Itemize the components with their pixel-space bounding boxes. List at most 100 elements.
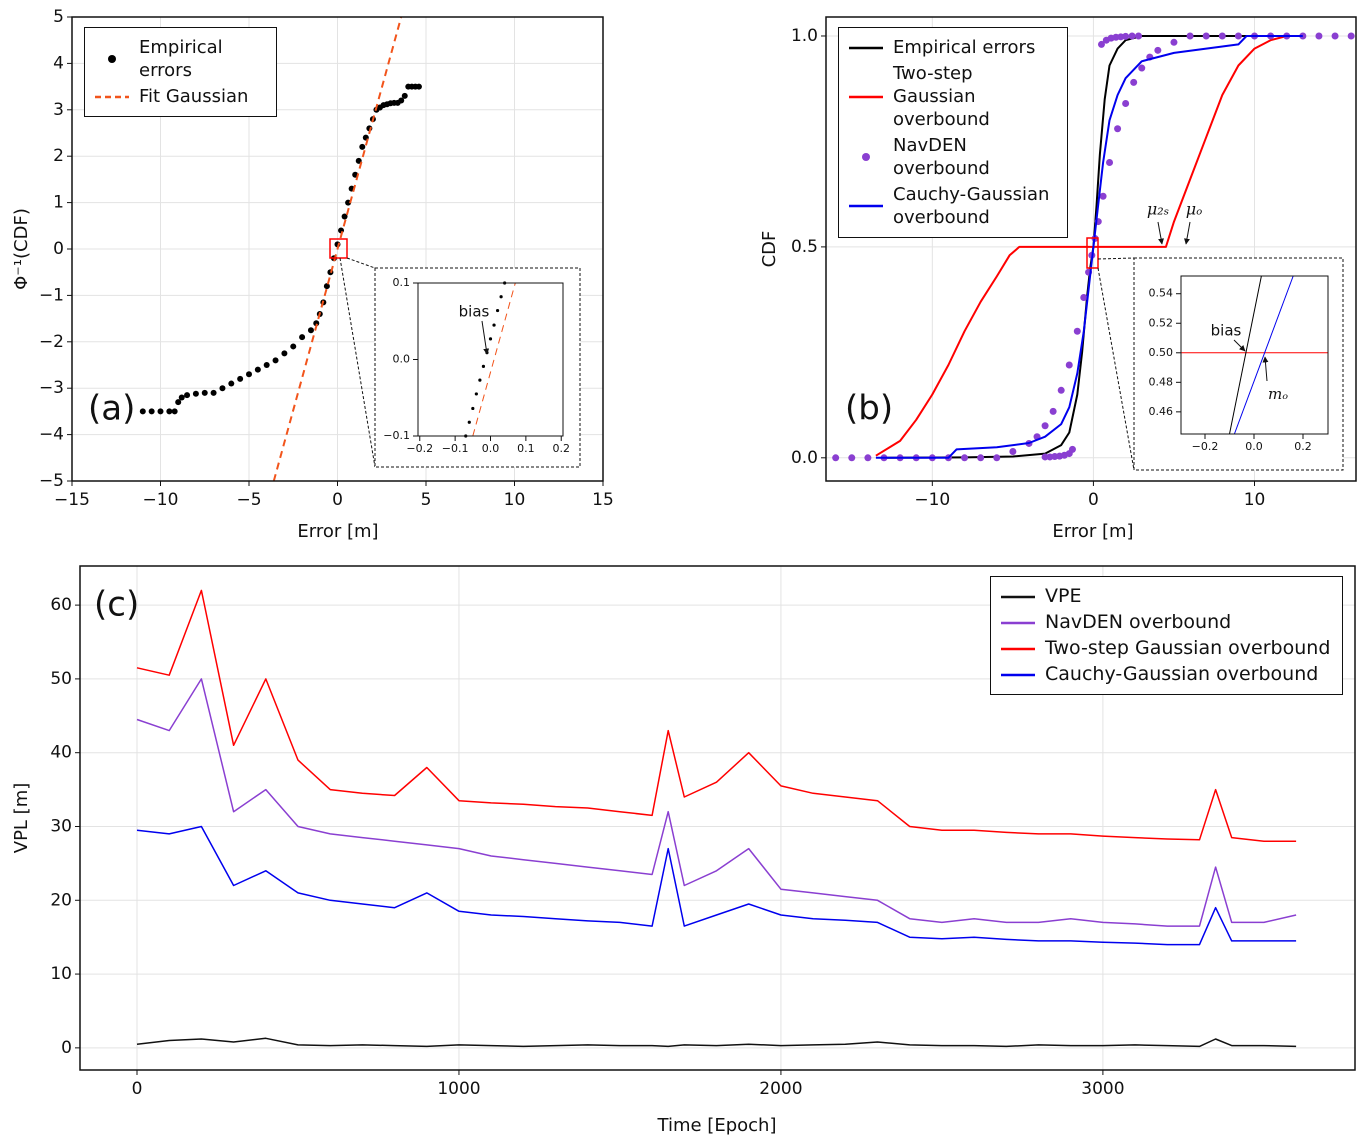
plot-frame <box>825 16 1357 482</box>
panel-label: (b) <box>845 389 893 429</box>
data-point <box>355 157 362 164</box>
x-tick-label: 15 <box>592 490 614 510</box>
data-point <box>1122 99 1130 107</box>
y-tick-label: 0.0 <box>393 353 411 366</box>
data-point <box>184 392 191 399</box>
data-point <box>246 371 252 378</box>
data-point <box>471 406 475 411</box>
data-point <box>993 454 1001 462</box>
y-tick-label: −2 <box>39 332 64 352</box>
x-tick-label: −5 <box>236 490 261 510</box>
data-point <box>492 323 496 327</box>
y-tick-label: 50 <box>50 669 72 689</box>
y-tick-label: 0.46 <box>1149 405 1174 418</box>
data-point <box>864 454 872 462</box>
legend: Empirical errors Fit Gaussian <box>84 27 277 117</box>
legend-entry: Two-step Gaussian overbound <box>999 637 1334 660</box>
data-point <box>1122 32 1130 40</box>
data-point <box>474 392 478 396</box>
data-point <box>415 83 422 90</box>
data-point <box>157 408 164 415</box>
data-point <box>1009 447 1017 455</box>
data-point <box>219 385 226 392</box>
legend-label: Empirical errors <box>139 37 223 81</box>
data-point <box>1130 78 1138 86</box>
data-point <box>1065 361 1073 369</box>
x-axis-label: Error [m] <box>1052 521 1133 542</box>
data-point <box>281 350 288 357</box>
connector <box>339 257 376 468</box>
plot-background <box>418 283 563 436</box>
y-tick-label: 0.48 <box>1149 375 1174 388</box>
data-point <box>1073 327 1081 335</box>
legend-label: Cauchy-Gaussian overbound <box>1045 663 1319 685</box>
data-point <box>290 343 297 350</box>
data-point <box>977 454 985 462</box>
data-point <box>1041 453 1049 461</box>
legend-label: Two-step Gaussian overbound <box>893 63 990 130</box>
x-tick-label: 10 <box>1244 490 1266 510</box>
data-point <box>237 375 244 382</box>
data-point <box>341 213 348 220</box>
x-tick-label: 2000 <box>759 1079 802 1099</box>
y-tick-label: 2 <box>53 146 64 166</box>
y-tick-label: 0.52 <box>1149 316 1174 329</box>
y-tick-label: 0 <box>61 1038 72 1058</box>
legend-marker <box>849 95 883 98</box>
legend-label: NavDEN overbound <box>893 135 990 179</box>
legend-entry: Cauchy-Gaussian overbound <box>847 183 1059 229</box>
data-point <box>1202 32 1210 40</box>
y-tick-label: 20 <box>50 890 72 910</box>
data-point <box>398 97 405 104</box>
data-point <box>1234 32 1242 40</box>
annotation-arrow <box>481 320 490 355</box>
annotation: bias <box>459 303 490 321</box>
annotation: μₒ <box>1186 200 1203 219</box>
data-point <box>359 143 366 150</box>
legend-entry: Two-step Gaussian overbound <box>847 62 1059 131</box>
legend-label: Fit Gaussian <box>139 86 249 107</box>
data-line <box>136 825 1297 946</box>
x-tick-label: −15 <box>54 490 90 510</box>
data-line <box>136 1037 1297 1048</box>
y-tick-label: 40 <box>50 743 72 763</box>
panel-label: (a) <box>88 389 135 429</box>
legend-marker <box>1001 621 1035 624</box>
x-tick-label: −10 <box>914 490 950 510</box>
y-tick-label: 3 <box>53 100 64 120</box>
data-point <box>175 399 182 406</box>
y-tick-label: −1 <box>39 285 64 305</box>
data-line <box>136 678 1297 927</box>
legend: VPE NavDEN overbound Two-step Gaussian ove… <box>990 576 1343 695</box>
x-tick-label: −10 <box>143 490 179 510</box>
x-tick-label: 0.1 <box>517 442 535 455</box>
data-point <box>323 283 330 290</box>
data-point <box>201 389 208 396</box>
y-tick-label: 60 <box>50 595 72 615</box>
x-tick-label: 0 <box>332 490 343 510</box>
legend-marker <box>862 153 870 161</box>
data-line <box>136 589 1297 842</box>
data-point <box>1099 192 1107 200</box>
annotation-arrow <box>1262 356 1269 382</box>
data-point <box>166 408 173 415</box>
data-point <box>1049 407 1057 415</box>
x-tick-label: 1000 <box>437 1079 480 1099</box>
data-point <box>299 334 306 341</box>
data-point <box>1218 32 1226 40</box>
data-point <box>171 408 178 415</box>
annotation-arrow <box>1157 221 1164 245</box>
legend-dot <box>108 55 116 63</box>
data-line <box>472 282 516 437</box>
data-point <box>1128 32 1136 40</box>
x-tick-label: 0 <box>132 1079 143 1099</box>
x-tick-label: 3000 <box>1081 1079 1124 1099</box>
connector <box>1097 257 1135 260</box>
data-point <box>192 390 199 397</box>
data-point <box>1135 32 1143 40</box>
data-point <box>139 408 146 415</box>
y-tick-label: 5 <box>53 7 64 27</box>
y-tick-label: 30 <box>50 816 72 836</box>
